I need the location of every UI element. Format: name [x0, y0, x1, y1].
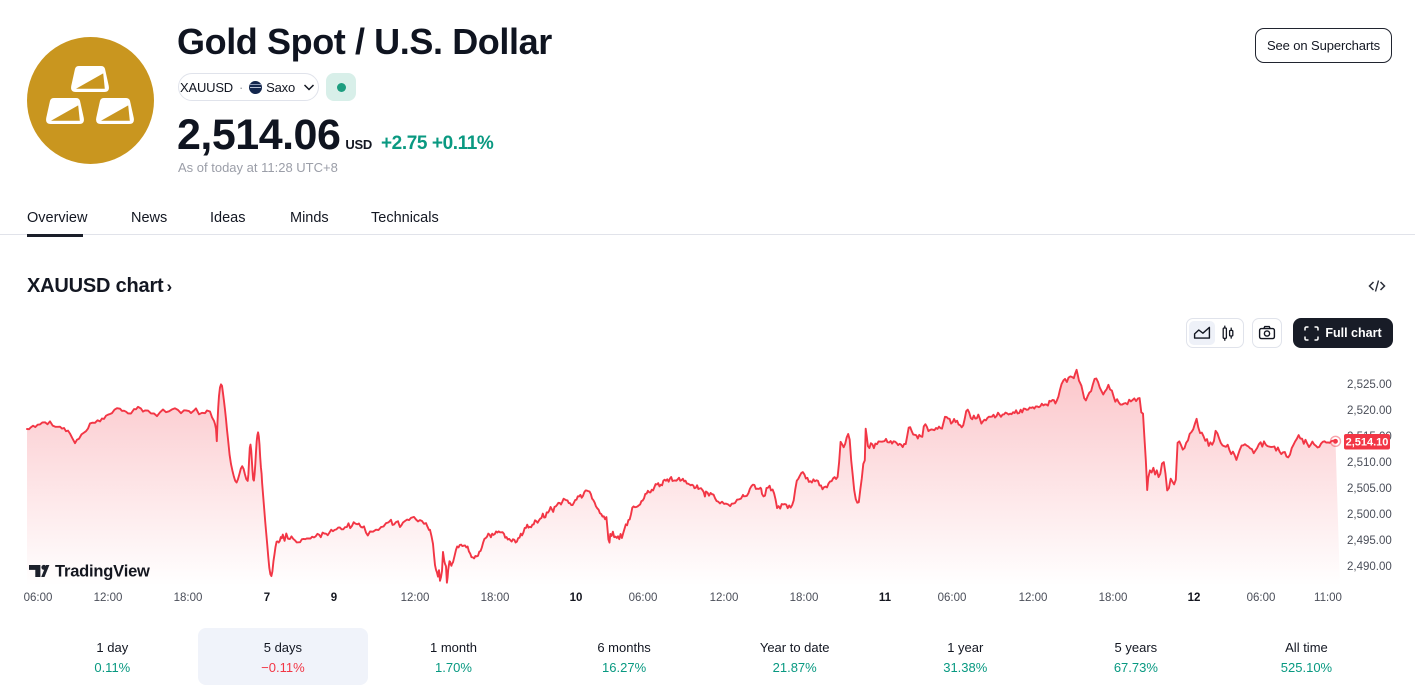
svg-text:12:00: 12:00: [710, 592, 739, 604]
svg-text:2,490.00: 2,490.00: [1347, 561, 1392, 573]
svg-text:11: 11: [879, 592, 892, 604]
svg-text:2,520.00: 2,520.00: [1347, 405, 1392, 417]
svg-text:2,510.00: 2,510.00: [1347, 457, 1392, 469]
svg-text:12:00: 12:00: [1019, 592, 1048, 604]
svg-text:2,505.00: 2,505.00: [1347, 483, 1392, 495]
svg-text:12: 12: [1188, 592, 1201, 604]
svg-text:10: 10: [570, 592, 583, 604]
svg-text:2,500.00: 2,500.00: [1347, 509, 1392, 521]
svg-text:2,495.00: 2,495.00: [1347, 535, 1392, 547]
svg-text:18:00: 18:00: [1099, 592, 1128, 604]
svg-text:11:00: 11:00: [1314, 592, 1342, 604]
svg-text:18:00: 18:00: [481, 592, 510, 604]
svg-text:18:00: 18:00: [174, 592, 203, 604]
svg-text:06:00: 06:00: [629, 592, 658, 604]
svg-text:06:00: 06:00: [938, 592, 967, 604]
svg-text:06:00: 06:00: [1247, 592, 1276, 604]
svg-text:12:00: 12:00: [94, 592, 123, 604]
svg-text:2,514.10: 2,514.10: [1346, 437, 1389, 449]
svg-text:18:00: 18:00: [790, 592, 819, 604]
svg-text:12:00: 12:00: [401, 592, 430, 604]
svg-text:9: 9: [331, 592, 337, 604]
svg-text:06:00: 06:00: [24, 592, 53, 604]
svg-text:2,525.00: 2,525.00: [1347, 379, 1392, 391]
svg-text:7: 7: [264, 592, 270, 604]
svg-text:TradingView: TradingView: [55, 563, 150, 581]
